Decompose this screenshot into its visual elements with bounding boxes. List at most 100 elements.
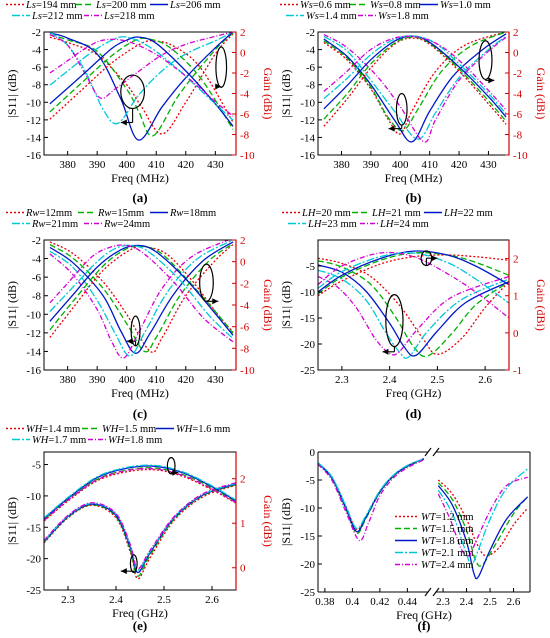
annotation-arrow-head [120, 568, 127, 575]
legend-entry: Ls=206 mm [169, 0, 221, 11]
y-right-tick-label: -6 [240, 322, 250, 334]
y-right-tick-label: 0 [513, 328, 519, 340]
panel-caption: (d) [406, 406, 422, 421]
s11-line-magenta [437, 476, 528, 557]
y-tick-label: -25 [300, 365, 315, 377]
axis-break-mark [432, 447, 440, 457]
y-tick-label: -10 [26, 309, 41, 321]
series-group [318, 250, 509, 359]
y-right-tick-label: -4 [240, 89, 250, 101]
y-right-tick-label: 0 [240, 48, 246, 60]
x-tick-label: 2.4 [109, 594, 123, 606]
s11-line-cyan [49, 32, 234, 125]
gain-line-red [44, 468, 236, 522]
panel-caption: (c) [133, 406, 147, 421]
y-axis-label: |S11| (dB) [5, 281, 19, 329]
x-tick-label: 2.4 [383, 374, 397, 386]
s11-line-blue [318, 264, 509, 357]
s11-line-green [44, 483, 236, 577]
y-right-tick-label: 2 [240, 27, 246, 39]
panel-caption: (a) [132, 190, 147, 205]
y-tick-label: -10 [300, 503, 315, 515]
x-tick-label: 410 [148, 374, 165, 386]
legend-entry: WH=1.5 mm [102, 424, 156, 435]
x-axis-label: Freq (GHz) [112, 606, 168, 620]
y-right-tick-label: -6 [240, 109, 250, 121]
gain-line-cyan [49, 244, 234, 340]
y-tick-label: -8 [32, 80, 42, 92]
legend-entry: LH=23 mm [307, 219, 357, 230]
x-tick-label: 420 [178, 159, 195, 171]
series-group [323, 32, 507, 143]
x-tick-label: 2.5 [431, 374, 445, 386]
legend-entry: Ls=194 mm [25, 0, 77, 11]
y-tick-label: -6 [32, 272, 42, 284]
legend-entry: Rw=12mm [25, 208, 72, 219]
s11-line-magenta [318, 459, 425, 542]
y-axis-label: |S11| (dB) [279, 498, 293, 546]
y-tick-label: -4 [32, 254, 42, 266]
legend-entry: WH=1.6 mm [176, 424, 230, 435]
x-axis-label: Freq (MHz) [111, 171, 169, 185]
x-tick-label: 400 [118, 374, 135, 386]
annotation-arrow-head [382, 348, 389, 355]
x-tick-label: 430 [207, 159, 224, 171]
s11-line-red [323, 32, 507, 135]
legend-entry: Ls=218 mm [103, 11, 155, 22]
legend-entry: Ws=1.0 mm [440, 0, 491, 11]
x-tick-label: 380 [333, 159, 350, 171]
y-tick-label: -15 [300, 313, 315, 325]
x-tick-label: 410 [148, 159, 165, 171]
y-tick-label: -2 [32, 27, 41, 39]
y-tick-label: 0 [310, 447, 316, 459]
y-right-tick-label: -8 [240, 343, 250, 355]
annotation-arrow-head [431, 255, 438, 262]
y-right-tick-label: 1 [240, 518, 246, 530]
y-tick-label: -2 [32, 235, 41, 247]
gain-line-blue [323, 35, 507, 118]
annotation-arrow-head [488, 77, 495, 84]
s11-line-cyan [318, 269, 509, 359]
series-group [49, 32, 234, 141]
s11-line-red [318, 257, 509, 356]
x-tick-label: 2.4 [460, 596, 474, 608]
s11-line-magenta [49, 240, 231, 359]
y-tick-label: -4 [32, 45, 42, 57]
s11-line-green [318, 260, 509, 358]
y-tick-label: -10 [26, 97, 41, 109]
s11-line-blue [49, 241, 234, 354]
y-right-tick-label: -10 [513, 150, 528, 162]
legend-entry: LH=21 mm [371, 208, 421, 219]
y-tick-label: -8 [306, 80, 316, 92]
y-tick-label: -10 [26, 491, 41, 503]
legend-entry: WH=1.4 mm [26, 424, 80, 435]
y-right-axis-label: Gain (dBi) [261, 279, 275, 331]
gain-line-green [323, 36, 507, 122]
s11-line-blue [318, 458, 425, 533]
legend-entry: Rw=15mm [97, 208, 144, 219]
s11-line-red [49, 241, 234, 353]
s11-line-magenta [49, 32, 234, 100]
s11-line-cyan [437, 468, 529, 565]
series-group [318, 458, 425, 542]
x-tick-label: 0.44 [398, 596, 418, 608]
y-tick-label: -12 [26, 115, 41, 127]
gain-line-blue [44, 465, 236, 520]
y-right-axis-label: Gain (dBi) [261, 495, 275, 547]
annotation-ellipse [129, 554, 138, 574]
legend-entry: LH=24 mm [379, 219, 429, 230]
gain-line-blue [49, 244, 234, 336]
s11-line-cyan [323, 35, 507, 140]
axis-break-mark [432, 587, 440, 597]
annotation-arrow-head [120, 119, 127, 126]
y-right-tick-label: 0 [240, 563, 246, 575]
y-tick-label: -10 [300, 287, 315, 299]
y-right-axis-label: Gain (dBi) [261, 68, 275, 120]
gain-line-magenta [323, 35, 507, 111]
y-tick-label: -12 [26, 328, 41, 340]
y-axis-label: |S11| (dB) [5, 69, 19, 117]
gain-line-blue [318, 250, 509, 293]
legend-entry: WT=1.2 mm [421, 512, 474, 523]
y-tick-label: -16 [26, 150, 41, 162]
y-right-tick-label: -8 [513, 130, 523, 142]
